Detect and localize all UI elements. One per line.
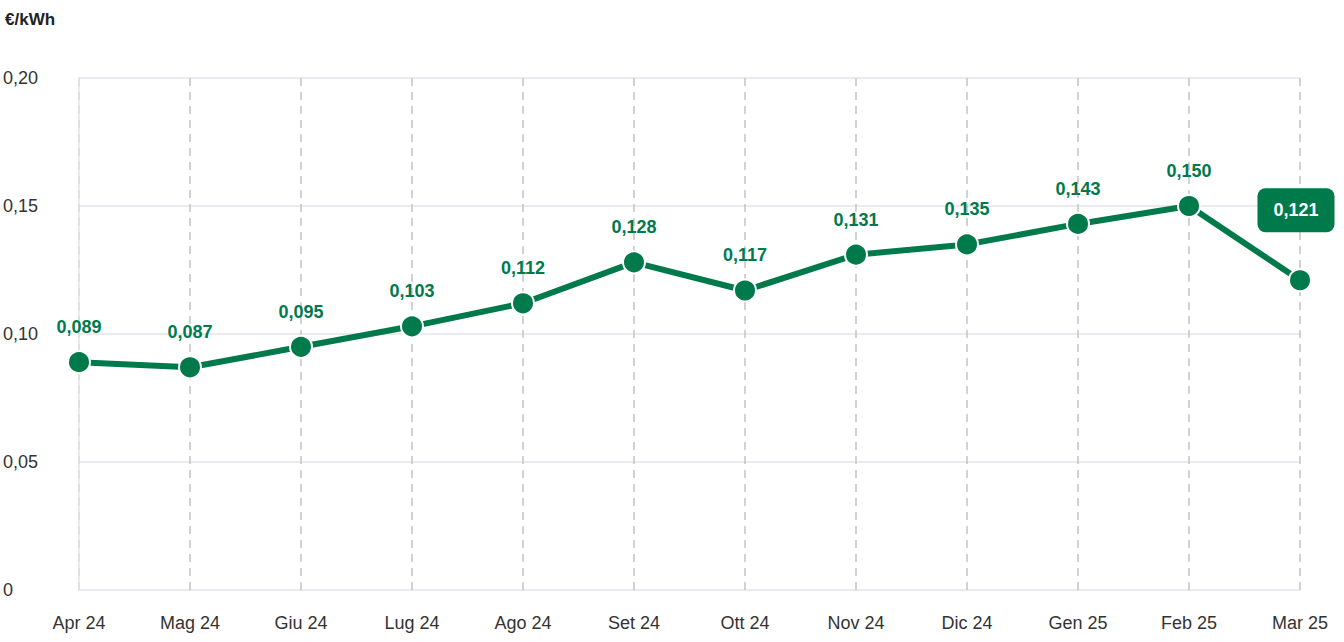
svg-text:0,15: 0,15 — [3, 196, 38, 216]
svg-text:0,131: 0,131 — [833, 210, 878, 230]
svg-text:0,117: 0,117 — [723, 245, 767, 265]
svg-text:Apr 24: Apr 24 — [52, 613, 105, 633]
svg-text:€/kWh: €/kWh — [5, 10, 55, 29]
svg-text:0,087: 0,087 — [167, 322, 212, 342]
svg-text:0,103: 0,103 — [389, 281, 434, 301]
svg-text:Mar 25: Mar 25 — [1272, 613, 1328, 633]
svg-text:0,112: 0,112 — [501, 258, 545, 278]
svg-text:0,10: 0,10 — [3, 324, 38, 344]
svg-text:0,095: 0,095 — [278, 302, 323, 322]
svg-text:Set 24: Set 24 — [608, 613, 660, 633]
svg-text:Ott 24: Ott 24 — [720, 613, 769, 633]
svg-text:0,128: 0,128 — [611, 217, 656, 237]
svg-text:0,121: 0,121 — [1273, 200, 1318, 220]
svg-text:0,143: 0,143 — [1055, 179, 1100, 199]
svg-text:0,089: 0,089 — [56, 317, 101, 337]
svg-text:Nov 24: Nov 24 — [827, 613, 884, 633]
svg-text:0,150: 0,150 — [1166, 161, 1211, 181]
svg-text:Lug 24: Lug 24 — [384, 613, 439, 633]
svg-text:0,05: 0,05 — [3, 452, 38, 472]
svg-text:Feb 25: Feb 25 — [1161, 613, 1217, 633]
svg-text:Dic 24: Dic 24 — [941, 613, 992, 633]
svg-text:0,135: 0,135 — [944, 199, 989, 219]
svg-text:0,20: 0,20 — [3, 68, 38, 88]
svg-text:Mag 24: Mag 24 — [160, 613, 220, 633]
svg-text:Giu 24: Giu 24 — [274, 613, 327, 633]
svg-text:0: 0 — [3, 580, 13, 600]
svg-text:Gen 25: Gen 25 — [1048, 613, 1107, 633]
svg-text:Ago 24: Ago 24 — [494, 613, 551, 633]
